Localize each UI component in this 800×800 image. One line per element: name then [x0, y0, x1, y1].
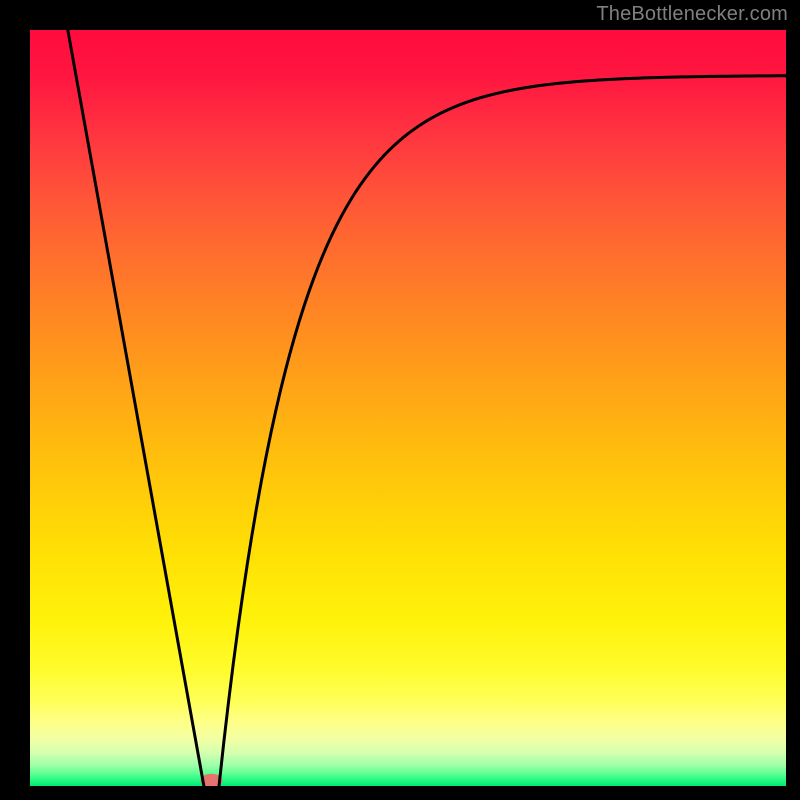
gradient-background	[30, 30, 786, 786]
frame-right	[786, 0, 800, 800]
frame-left	[0, 0, 30, 800]
frame-bottom	[0, 786, 800, 800]
bottleneck-chart	[0, 0, 800, 800]
watermark-text: TheBottlenecker.com	[596, 3, 788, 26]
